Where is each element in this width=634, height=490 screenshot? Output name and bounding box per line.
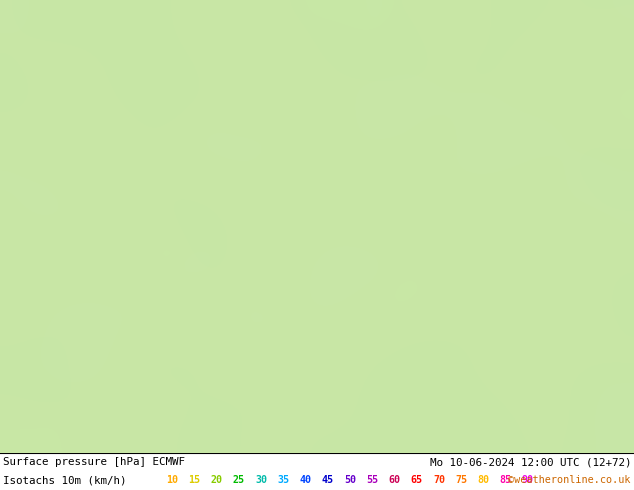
Text: ©weatheronline.co.uk: ©weatheronline.co.uk	[508, 475, 631, 485]
Text: 55: 55	[366, 475, 378, 485]
Text: 60: 60	[389, 475, 401, 485]
Text: 20: 20	[210, 475, 223, 485]
Text: 65: 65	[411, 475, 423, 485]
Text: 35: 35	[277, 475, 289, 485]
Text: 30: 30	[255, 475, 267, 485]
Text: 10: 10	[166, 475, 178, 485]
Text: 85: 85	[500, 475, 512, 485]
Text: Surface pressure [hPa] ECMWF: Surface pressure [hPa] ECMWF	[3, 457, 185, 467]
Text: 40: 40	[299, 475, 311, 485]
Text: 90: 90	[522, 475, 534, 485]
Text: 45: 45	[321, 475, 333, 485]
Text: 75: 75	[455, 475, 467, 485]
Text: 80: 80	[477, 475, 489, 485]
Text: 70: 70	[433, 475, 445, 485]
Text: Isotachs 10m (km/h): Isotachs 10m (km/h)	[3, 475, 127, 485]
Text: 15: 15	[188, 475, 200, 485]
Text: 50: 50	[344, 475, 356, 485]
Text: Mo 10-06-2024 12:00 UTC (12+72): Mo 10-06-2024 12:00 UTC (12+72)	[429, 457, 631, 467]
Text: 25: 25	[233, 475, 245, 485]
